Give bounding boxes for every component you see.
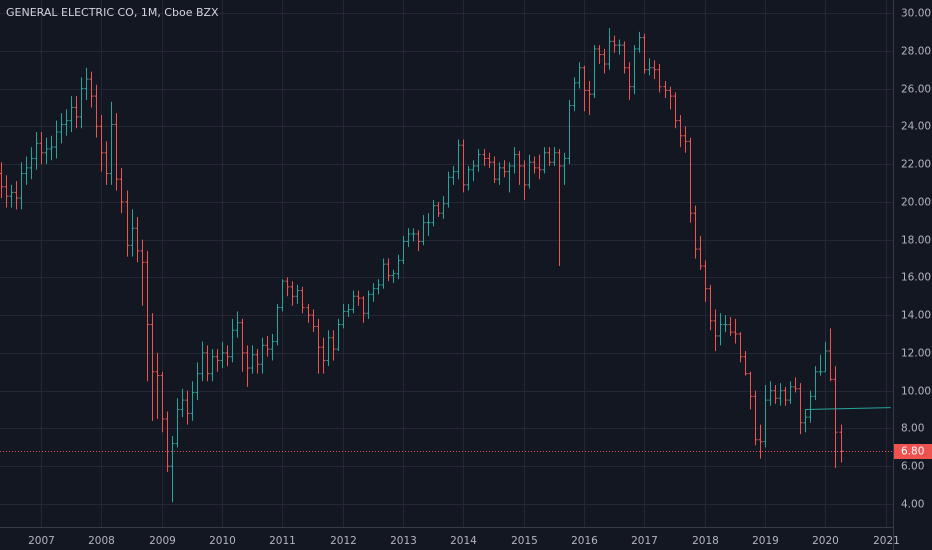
axes: 4.00 6.00 8.00 10.00 12.00 14.00 16.00 18.00 20.… [28, 8, 932, 547]
x-tick-label: 2008 [88, 535, 115, 547]
y-tick-label: 30.00 [901, 8, 931, 20]
x-tick-label: 2014 [450, 535, 477, 547]
y-tick-label: 6.00 [901, 461, 924, 473]
x-tick-label: 2015 [511, 535, 538, 547]
y-tick-label: 26.00 [901, 84, 931, 96]
grid [0, 0, 893, 527]
y-tick-label: 8.00 [901, 423, 924, 435]
y-tick-label: 14.00 [901, 310, 931, 322]
y-tick-label: 12.00 [901, 348, 931, 360]
y-tick-label: 18.00 [901, 235, 931, 247]
x-tick-label: 2018 [692, 535, 719, 547]
price-label: 6.80 [901, 446, 924, 458]
y-tick-label: 20.00 [901, 197, 931, 209]
x-tick-label: 2009 [149, 535, 176, 547]
price-label-box [894, 444, 932, 459]
x-tick-label: 2019 [752, 535, 779, 547]
marks [0, 28, 893, 503]
x-tick-label: 2012 [330, 535, 357, 547]
x-tick-label: 2020 [812, 535, 839, 547]
x-tick-label: 2013 [390, 535, 417, 547]
x-tick-label: 2021 [873, 535, 900, 547]
y-tick-label: 16.00 [901, 272, 931, 284]
y-tick-label: 22.00 [901, 159, 931, 171]
y-tick-label: 10.00 [901, 386, 931, 398]
y-tick-label: 24.00 [901, 121, 931, 133]
x-tick-label: 2017 [631, 535, 658, 547]
y-tick-label: 4.00 [901, 499, 924, 511]
y-tick-label: 28.00 [901, 46, 931, 58]
x-tick-label: 2016 [571, 535, 598, 547]
x-tick-label: 2007 [28, 535, 55, 547]
trend-line [805, 407, 891, 411]
x-tick-label: 2010 [209, 535, 236, 547]
x-tick-label: 2011 [269, 535, 296, 547]
chart-title: GENERAL ELECTRIC CO, 1M, Cboe BZX [6, 6, 219, 19]
